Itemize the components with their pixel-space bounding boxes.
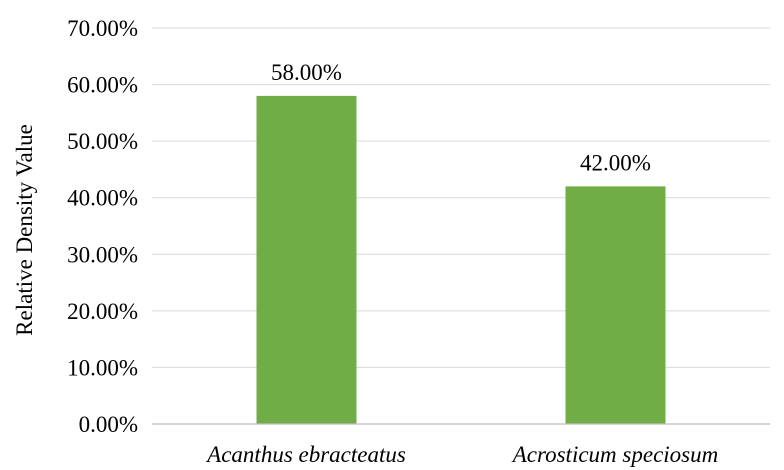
y-tick-label: 70.00%: [67, 16, 138, 41]
y-tick-label: 30.00%: [67, 242, 138, 267]
bar: [565, 186, 666, 424]
y-tick-label: 40.00%: [67, 186, 138, 211]
y-tick-labels: 0.00% 10.00% 20.00% 30.00% 40.00% 50.00% 60.00…: [67, 16, 138, 437]
y-tick-label: 0.00%: [79, 412, 138, 437]
y-tick-label: 60.00%: [67, 73, 138, 98]
grid-lines: [152, 27, 770, 368]
data-label: 58.00%: [271, 60, 342, 85]
data-label: 42.00%: [580, 150, 651, 175]
y-tick-label: 50.00%: [67, 129, 138, 154]
category-labels: Acanthus ebracteatus Acrosticum speciosum: [205, 442, 718, 467]
y-axis-title: Relative Density Value: [12, 124, 37, 336]
y-tick-label: 10.00%: [67, 355, 138, 380]
category-label: Acrosticum speciosum: [511, 442, 718, 467]
category-label: Acanthus ebracteatus: [205, 442, 406, 467]
bar: [256, 95, 357, 424]
data-labels: 58.00% 42.00%: [271, 60, 651, 176]
y-tick-label: 20.00%: [67, 299, 138, 324]
bars: [256, 95, 666, 424]
